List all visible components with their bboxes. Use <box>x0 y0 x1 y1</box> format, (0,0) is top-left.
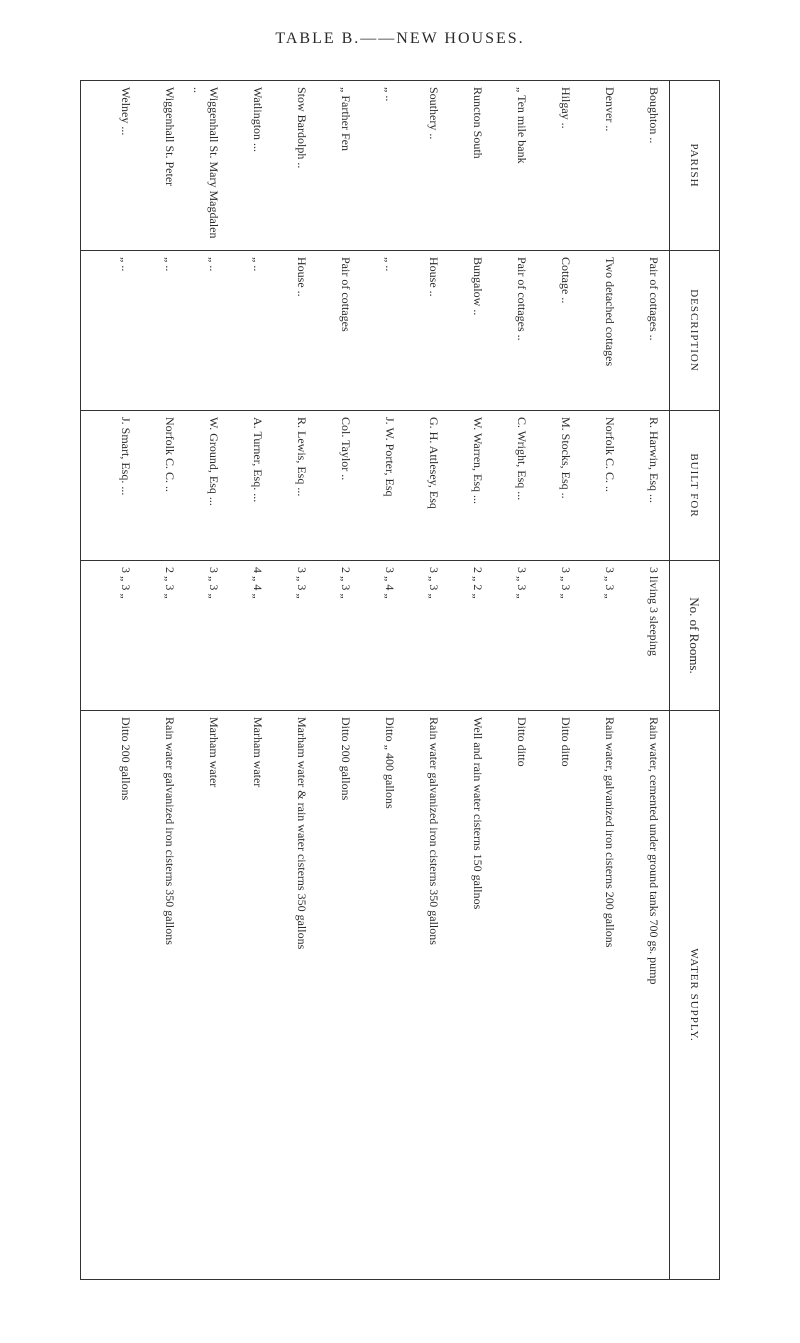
table-row: 3 „ 3 „ <box>573 567 617 704</box>
table-row: J. W. Porter, Esq <box>353 417 397 554</box>
table-row: Bungalow .. <box>441 257 485 404</box>
page-title: TABLE B.——NEW HOUSES. <box>275 30 524 48</box>
table-row: Boughton .. <box>617 87 661 244</box>
header-rooms: No. of Rooms. <box>669 561 719 710</box>
table-row: 3 „ 3 „ <box>265 567 309 704</box>
table-row: Cottage .. <box>529 257 573 404</box>
table-row: Norfolk C. C. .. <box>573 417 617 554</box>
table-row: House .. <box>265 257 309 404</box>
table-row: „ .. <box>177 257 221 404</box>
table-row: G. H. Attlesey, Esq <box>397 417 441 554</box>
table-row: 2 „ 3 „ <box>309 567 353 704</box>
table-row: 4 „ 4 „ <box>221 567 265 704</box>
table-row: Rain water, cemented under ground tanks … <box>617 717 661 1273</box>
table-row: House .. <box>397 257 441 404</box>
table-row: W. Ground, Esq ... <box>177 417 221 554</box>
col-body-rooms: 3 living 3 sleeping 3 „ 3 „ 3 „ 3 „ 3 „ … <box>81 561 669 710</box>
col-built-for: BUILT FOR R. Harwin, Esq ... Norfolk C. … <box>81 411 719 561</box>
col-description: DESCRIPTION Pair of cottages .. Two deta… <box>81 251 719 411</box>
table-row: Marham water <box>177 717 221 1273</box>
table-row: Marham water & rain water cisterns 350 g… <box>265 717 309 1273</box>
table-row: Ditto 200 gallons <box>309 717 353 1273</box>
table-row: Well and rain water cisterns 150 gallnos <box>441 717 485 1273</box>
table-row: „ Farther Fen <box>309 87 353 244</box>
table-row: Marham water <box>221 717 265 1273</box>
table-row: „ .. <box>353 257 397 404</box>
table-row: Wiggenhall St. Mary Magdalen .. <box>177 87 221 244</box>
header-parish: PARISH <box>669 81 719 250</box>
table-row: „ .. <box>221 257 265 404</box>
table-row: Ditto ditto <box>529 717 573 1273</box>
table-row: Wiggenhall St. Peter <box>133 87 177 244</box>
col-water: WATER SUPPLY. Rain water, cemented under… <box>81 711 719 1279</box>
col-body-parish: Boughton .. Denver .. Hilgay .. „ Ten mi… <box>81 81 669 250</box>
table-row: 2 „ 2 „ <box>441 567 485 704</box>
col-body-built: R. Harwin, Esq ... Norfolk C. C. .. M. S… <box>81 411 669 560</box>
table-row: Pair of cottages .. <box>617 257 661 404</box>
table-row: C. Wright, Esq ... <box>485 417 529 554</box>
table-row: W. Warren, Esq ... <box>441 417 485 554</box>
table-row: A. Turner, Esq. ... <box>221 417 265 554</box>
table-row: Ditto ditto <box>485 717 529 1273</box>
table-row: 3 „ 3 „ <box>177 567 221 704</box>
table-row: 3 „ 3 „ <box>89 567 133 704</box>
header-water: WATER SUPPLY. <box>669 711 719 1279</box>
header-description: DESCRIPTION <box>669 251 719 410</box>
table-row: Ditto 200 gallons <box>89 717 133 1273</box>
table-row: R. Harwin, Esq ... <box>617 417 661 554</box>
table-row: M. Stocks, Esq .. <box>529 417 573 554</box>
table-row: Pair of cottages .. <box>485 257 529 404</box>
table-row: 3 „ 3 „ <box>485 567 529 704</box>
table-row: Stow Bardolph .. <box>265 87 309 244</box>
table-row: Rain water galvanized iron cisterns 350 … <box>397 717 441 1273</box>
table-row: Col. Taylor .. <box>309 417 353 554</box>
table-row: 3 „ 3 „ <box>529 567 573 704</box>
table-row: Two detached cottages <box>573 257 617 404</box>
table-row: 3 „ 4 „ <box>353 567 397 704</box>
table-row: Denver .. <box>573 87 617 244</box>
col-body-water: Rain water, cemented under ground tanks … <box>81 711 669 1279</box>
header-built-for: BUILT FOR <box>669 411 719 560</box>
table-row: „ .. <box>133 257 177 404</box>
table-row: „ .. <box>89 257 133 404</box>
table-row: Pair of cottages <box>309 257 353 404</box>
col-parish: PARISH Boughton .. Denver .. Hilgay .. „… <box>81 81 719 251</box>
table-row: 2 „ 3 „ <box>133 567 177 704</box>
col-body-desc: Pair of cottages .. Two detached cottage… <box>81 251 669 410</box>
table-row: J. Smart, Esq. ... <box>89 417 133 554</box>
table-row: Ditto „ 400 gallons <box>353 717 397 1273</box>
table-row: Norfolk C. C. .. <box>133 417 177 554</box>
table-row: „ .. <box>353 87 397 244</box>
col-rooms: No. of Rooms. 3 living 3 sleeping 3 „ 3 … <box>81 561 719 711</box>
table-row: Watlington ... <box>221 87 265 244</box>
table: PARISH Boughton .. Denver .. Hilgay .. „… <box>80 80 720 1280</box>
table-row: R. Lewis, Esq ... <box>265 417 309 554</box>
table-row: Hilgay .. <box>529 87 573 244</box>
table-row: „ Ten mile bank <box>485 87 529 244</box>
table-row: Runcton South <box>441 87 485 244</box>
table-row: Rain water galvanized iron cisterns 350 … <box>133 717 177 1273</box>
table-row: 3 „ 3 „ <box>397 567 441 704</box>
table-row: Welney ... <box>89 87 133 244</box>
table-row: 3 living 3 sleeping <box>617 567 661 704</box>
table-row: Southery .. <box>397 87 441 244</box>
table-row: Rain water, galvanized iron cisterns 200… <box>573 717 617 1273</box>
